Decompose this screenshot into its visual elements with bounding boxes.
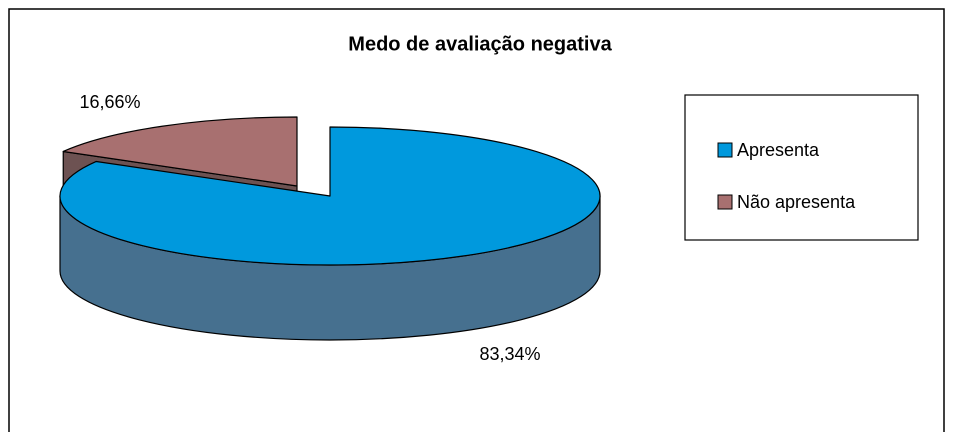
data-label: 83,34% [479, 344, 540, 364]
legend-box [684, 94, 919, 241]
data-label: 16,66% [79, 92, 140, 112]
chart-title: Medo de avaliação negativa [348, 33, 612, 55]
pie-slice [62, 116, 298, 187]
pie-slice [59, 126, 601, 266]
legend-label: Apresenta [737, 140, 820, 160]
legend-label: Não apresenta [737, 192, 856, 212]
legend-swatch [717, 142, 733, 158]
legend-swatch [717, 194, 733, 210]
